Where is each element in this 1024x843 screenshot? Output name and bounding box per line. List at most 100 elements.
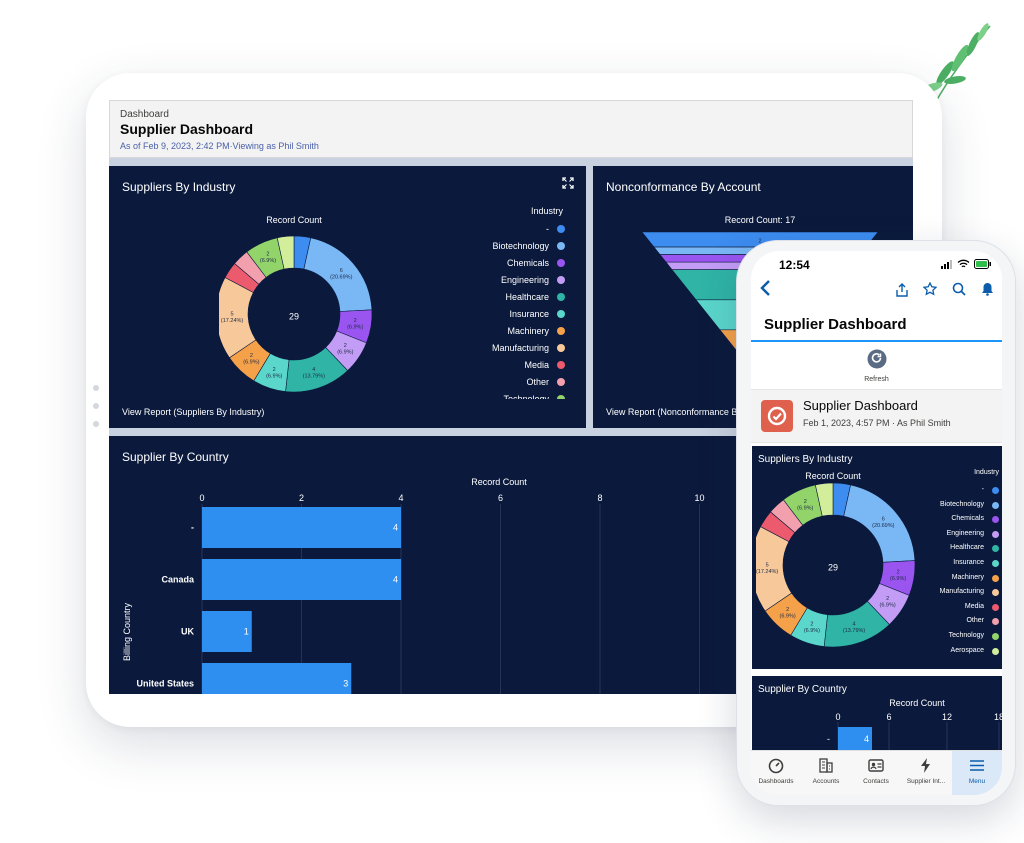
tablet-screen: Dashboard Supplier Dashboard As of Feb 9… [109, 100, 913, 694]
bar[interactable] [202, 507, 401, 548]
legend-item[interactable]: Other [910, 617, 1002, 632]
legend-title: Industry [530, 206, 563, 216]
legend-item[interactable]: Engineering [479, 275, 579, 292]
view-report-link[interactable]: View Report (Suppliers By Industry) [122, 407, 265, 417]
industry-card: Suppliers By Industry Record Count 6 (20.6… [109, 166, 586, 428]
search-icon[interactable] [952, 282, 966, 296]
tab-dashboards[interactable]: Dashboards [751, 751, 801, 795]
phone-country-bar-chart[interactable]: Record Count 0 6 12 18 4 - [752, 676, 1002, 750]
slice-data-label: 2 [354, 318, 357, 324]
legend-item[interactable]: Healthcare [910, 544, 1002, 559]
legend-title: Industry [974, 469, 999, 476]
legend-item-label: Other [526, 377, 549, 387]
bar[interactable] [838, 727, 872, 750]
legend-item[interactable]: - [479, 224, 579, 241]
legend-item[interactable]: Media [479, 360, 579, 377]
slice-data-label: 2 [273, 367, 276, 373]
card-title: Supplier By Country [122, 450, 229, 464]
legend-color-dot [992, 516, 999, 524]
bar-value-label: 3 [343, 679, 348, 689]
tab-contacts[interactable]: Contacts [851, 751, 901, 795]
legend-color-dot [557, 242, 565, 250]
view-report-link[interactable]: View Report (Nonconformance B [606, 407, 738, 417]
slice-data-label: 2 [344, 343, 347, 349]
legend-item-label: - [981, 486, 984, 493]
y-category-label: Canada [161, 575, 195, 585]
legend-color-dot [992, 545, 999, 553]
tab-label: Accounts [812, 778, 840, 785]
y-category-label: United States [136, 679, 194, 689]
slice-data-label: 5 [231, 311, 234, 317]
slice-data-label: 2 [897, 570, 900, 576]
tab-accounts[interactable]: Accounts [801, 751, 851, 795]
tab-menu[interactable]: Menu [952, 751, 1002, 795]
legend-item[interactable]: Technology [910, 632, 1002, 647]
page-title: Supplier Dashboard [120, 121, 254, 137]
tab-supplier-int[interactable]: Supplier Int... [901, 751, 951, 795]
legend-color-dot [992, 501, 999, 509]
legend-item-label: Engineering [946, 529, 984, 537]
slice-data-label: (6.9%) [266, 373, 282, 379]
legend-item[interactable]: - [910, 486, 1002, 501]
legend-item[interactable]: Other [479, 377, 579, 394]
legend-color-dot [557, 225, 565, 233]
bar[interactable] [202, 663, 352, 694]
title-underline [751, 340, 1002, 342]
dashboard-header: Dashboard Supplier Dashboard As of Feb 9… [109, 100, 913, 158]
chart-title: Record Count: 17 [725, 215, 796, 225]
legend-item-label: Machinery [507, 326, 549, 336]
slice-data-label: (6.9%) [260, 258, 276, 264]
legend-item[interactable]: Insurance [479, 309, 579, 326]
x-tick-label: 10 [694, 493, 704, 503]
signal-icon [941, 260, 952, 269]
bar[interactable] [202, 611, 252, 652]
legend-item-label: Manufacturing [939, 588, 984, 596]
industry-donut-chart[interactable]: Record Count6(20.69%)2(6.9%)2(6.9%)4(13.… [219, 210, 389, 400]
legend-item[interactable]: Chemicals [479, 258, 579, 275]
back-chevron-icon[interactable] [759, 279, 771, 297]
country-bar-chart[interactable]: Record Count0246810121416Billing Country… [109, 436, 913, 694]
legend-item[interactable]: Aerospace [910, 647, 1002, 662]
expand-icon[interactable] [562, 177, 574, 189]
favorite-star-icon[interactable] [923, 282, 937, 296]
legend-item[interactable]: Machinery [479, 326, 579, 343]
slice-data-label: (6.9%) [890, 576, 906, 582]
legend-item[interactable]: Insurance [910, 559, 1002, 574]
tab-label: Menu [968, 778, 986, 785]
legend-item[interactable]: Chemicals [910, 515, 1002, 530]
tablet-camera-dot [93, 385, 99, 391]
legend-item[interactable]: Manufacturing [910, 588, 1002, 603]
legend-item[interactable]: Media [910, 603, 1002, 618]
slice-data-label: (6.9%) [780, 613, 796, 619]
phone-industry-donut-chart[interactable]: Record Count6(20.69%)2(6.9%)2(6.9%)4(13.… [756, 468, 926, 648]
slice-data-label: 6 [340, 268, 343, 274]
legend-item-label: Insurance [953, 559, 984, 566]
legend-color-dot [992, 487, 999, 494]
notification-bell-icon[interactable] [981, 282, 994, 296]
donut-slice[interactable] [815, 482, 834, 517]
refresh-button[interactable]: Refresh [864, 376, 889, 383]
legend-item[interactable]: Engineering [910, 530, 1002, 545]
slice-data-label: (13.79%) [843, 628, 865, 634]
tab-label: Dashboards [758, 778, 794, 785]
breadcrumb[interactable]: Dashboard [120, 109, 169, 120]
legend-item-label: Chemicals [506, 258, 549, 268]
donut-slice[interactable] [276, 235, 295, 270]
x-tick-label: 2 [299, 493, 304, 503]
refresh-icon[interactable] [867, 349, 887, 369]
legend-item[interactable]: Technology [479, 394, 579, 399]
legend-item[interactable]: Machinery [910, 574, 1002, 589]
share-icon[interactable] [896, 283, 908, 297]
legend-item[interactable]: Biotechnology [910, 501, 1002, 516]
dashboard-gauge-icon [761, 400, 793, 432]
legend-color-dot [992, 647, 999, 655]
axis-title: Record Count [471, 477, 527, 487]
legend-item[interactable]: Manufacturing [479, 343, 579, 360]
bar[interactable] [202, 559, 401, 600]
legend-item[interactable]: Biotechnology [479, 241, 579, 258]
legend-color-dot [992, 618, 999, 626]
legend-item-label: Machinery [951, 573, 984, 581]
battery-icon [974, 259, 991, 269]
legend-item[interactable]: Healthcare [479, 292, 579, 309]
slice-data-label: (6.9%) [880, 603, 896, 609]
